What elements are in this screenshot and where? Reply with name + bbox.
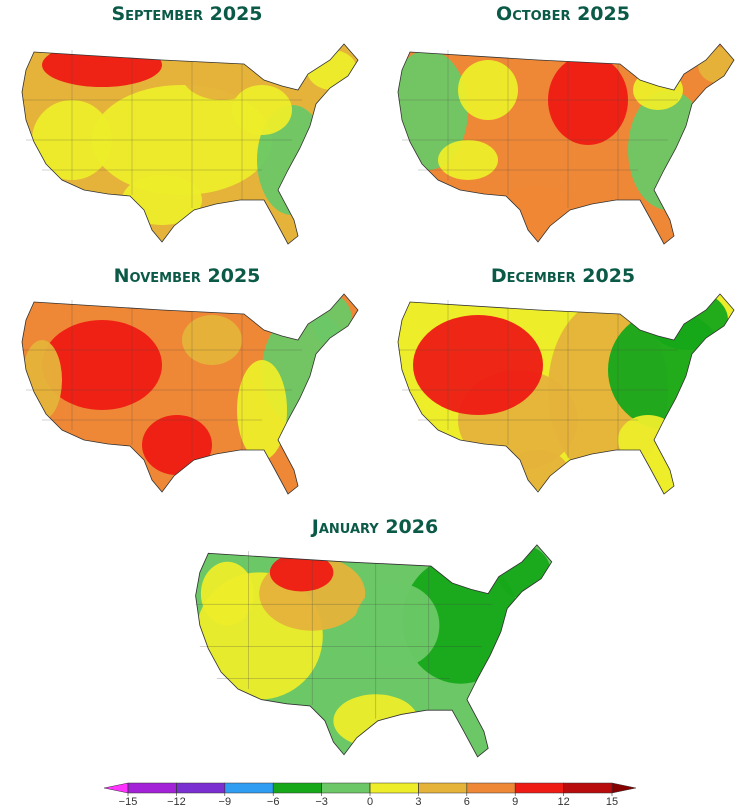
map-title: January 2026	[310, 516, 438, 538]
anomaly-region	[354, 583, 440, 668]
state-lines	[195, 551, 493, 719]
state-lines	[22, 300, 302, 458]
state-lines	[398, 300, 678, 458]
anomaly-region	[633, 70, 683, 110]
us-outline	[397, 43, 735, 245]
colorbar-bin	[466, 782, 516, 794]
us-map	[21, 293, 359, 495]
us-outline	[195, 544, 553, 758]
us-map	[397, 43, 735, 245]
anomaly-region	[413, 315, 543, 415]
anomaly-region	[458, 60, 518, 120]
us-outline	[21, 43, 359, 245]
colorbar-tick-label: 3	[415, 796, 421, 808]
map-title: December 2025	[491, 265, 635, 287]
anomaly-region	[498, 185, 578, 235]
colorbar-bin	[321, 782, 371, 794]
us-outline	[397, 293, 735, 495]
colorbar-bin	[272, 782, 322, 794]
anomaly-region	[237, 360, 287, 460]
colorbar-tick-label: −12	[167, 796, 186, 808]
anomaly-region	[42, 44, 162, 87]
anomaly-region	[312, 295, 352, 345]
colorbar-tick-label: 15	[606, 796, 618, 808]
colorbar-bin	[176, 782, 226, 794]
colorbar-bin	[563, 782, 613, 794]
colorbar-bin	[127, 782, 177, 794]
colorbar-bin	[514, 782, 564, 794]
anomaly-region	[22, 340, 62, 420]
colorbar-bin	[418, 782, 468, 794]
colorbar-tick-label: 6	[464, 796, 470, 808]
us-outline	[21, 293, 359, 495]
anomaly-region	[200, 561, 254, 626]
anomaly-region	[269, 553, 334, 592]
colorbar-under	[103, 782, 129, 794]
state-lines	[22, 50, 302, 208]
map-title: October 2025	[496, 3, 630, 25]
colorbar-tick-label: −3	[315, 796, 328, 808]
colorbar-tick-label: 0	[367, 796, 373, 808]
colorbar-over	[611, 782, 637, 794]
colorbar-bin	[224, 782, 274, 794]
colorbar-bin	[369, 782, 419, 794]
colorbar-tick-label: −15	[119, 796, 138, 808]
anomaly-region	[618, 415, 678, 465]
map-title: September 2025	[111, 3, 262, 25]
us-map	[397, 293, 735, 495]
anomaly-region	[508, 450, 568, 490]
us-map	[195, 544, 553, 758]
colorbar-tick-label: 9	[512, 796, 518, 808]
colorbar-tick-label: −6	[267, 796, 280, 808]
anomaly-region	[232, 85, 292, 135]
anomaly-region	[142, 415, 212, 475]
anomaly-region	[698, 47, 734, 83]
anomaly-region	[438, 140, 498, 180]
colorbar-tick-label: −9	[219, 796, 232, 808]
us-map	[21, 43, 359, 245]
map-title: November 2025	[114, 265, 261, 287]
anomaly-region	[182, 315, 242, 365]
state-lines	[398, 50, 678, 208]
colorbar-tick-label: 12	[557, 796, 569, 808]
